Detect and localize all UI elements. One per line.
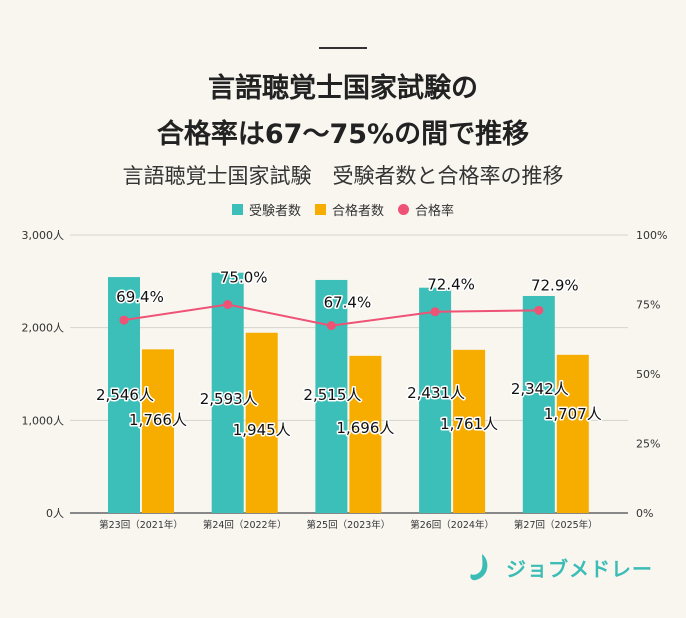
bar-examinees [419, 287, 452, 513]
bar-passers [245, 332, 278, 513]
rate-point [430, 307, 440, 317]
x-tick-label: 第27回（2025年） [514, 519, 598, 531]
logo-text: ジョブメドレー [506, 556, 653, 581]
data-label-rate: 75.0% [220, 269, 268, 287]
legend-item-passers: 合格者数 [314, 200, 384, 219]
data-label-examinees: 2,431人 [407, 384, 465, 402]
data-label-examinees: 2,515人 [303, 386, 361, 404]
data-label-rate: 72.9% [531, 276, 579, 294]
data-label-passers: 1,945人 [233, 421, 291, 439]
x-tick-label: 第23回（2021年） [99, 519, 183, 531]
y-right-tick-label: 25% [636, 438, 660, 451]
legend: 受験者数 合格者数 合格率 [0, 200, 686, 219]
data-label-rate: 69.4% [116, 288, 164, 306]
bar-passers [453, 349, 486, 513]
rate-point [119, 315, 129, 325]
bar-passers [349, 355, 382, 513]
x-tick-label: 第26回（2024年） [410, 519, 494, 531]
data-label-passers: 1,696人 [336, 419, 394, 437]
logo-mark-icon [470, 554, 488, 581]
y-left-tick-label: 3,000人 [22, 229, 65, 242]
y-left-tick-label: 0人 [46, 507, 64, 520]
bar-passers [556, 354, 589, 513]
x-tick-label: 第24回（2022年） [203, 519, 287, 531]
x-tick-label: 第25回（2023年） [307, 519, 391, 531]
data-label-examinees: 2,593人 [200, 390, 258, 408]
bar-examinees [211, 272, 244, 513]
rate-point [223, 300, 233, 309]
y-right-tick-label: 0% [636, 507, 653, 520]
data-label-passers: 1,707人 [544, 405, 602, 423]
legend-swatch-rate [398, 204, 409, 215]
y-left-tick-label: 2,000人 [22, 322, 65, 335]
legend-label: 合格率 [415, 204, 455, 219]
data-label-rate: 72.4% [427, 276, 475, 294]
legend-swatch-passers [314, 204, 326, 215]
data-label-examinees: 2,342人 [511, 380, 569, 398]
bar-examinees [522, 295, 555, 513]
rate-point [326, 321, 336, 331]
data-label-passers: 1,766人 [129, 411, 187, 429]
rate-point [534, 305, 544, 315]
legend-label: 受験者数 [248, 204, 301, 219]
legend-swatch-examinees [231, 204, 243, 215]
title-line-1: 言語聴覚士国家試験の [208, 73, 478, 104]
data-label-passers: 1,761人 [440, 415, 498, 433]
title-rule [319, 47, 367, 49]
y-right-tick-label: 100% [636, 229, 667, 242]
bar-passers [142, 349, 174, 513]
legend-item-examinees: 受験者数 [231, 200, 301, 219]
y-right-tick-label: 75% [636, 299, 660, 312]
data-label-rate: 67.4% [324, 294, 372, 312]
title-line-2: 合格率は67～75%の間で推移 [156, 119, 530, 150]
y-right-tick-label: 50% [636, 368, 660, 381]
chart-subtitle: 言語聴覚士国家試験 受験者数と合格率の推移 [122, 164, 564, 188]
jobmedley-logo: ジョブメドレー [466, 552, 653, 582]
data-label-examinees: 2,546人 [96, 386, 154, 404]
y-left-tick-label: 1,000人 [22, 414, 65, 427]
legend-label: 合格者数 [331, 204, 384, 219]
legend-item-rate: 合格率 [398, 200, 454, 219]
bar-examinees [315, 279, 348, 513]
